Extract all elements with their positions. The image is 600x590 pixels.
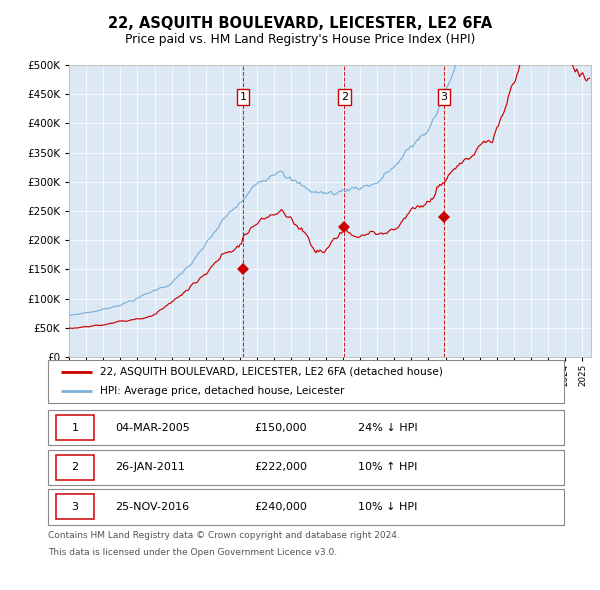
Text: 25-NOV-2016: 25-NOV-2016 <box>115 502 189 512</box>
Text: 10% ↓ HPI: 10% ↓ HPI <box>358 502 417 512</box>
Text: 3: 3 <box>71 502 79 512</box>
Text: 10% ↑ HPI: 10% ↑ HPI <box>358 463 417 472</box>
Text: £222,000: £222,000 <box>254 463 307 472</box>
Text: Price paid vs. HM Land Registry's House Price Index (HPI): Price paid vs. HM Land Registry's House … <box>125 33 475 46</box>
FancyBboxPatch shape <box>48 410 564 445</box>
Text: 22, ASQUITH BOULEVARD, LEICESTER, LE2 6FA (detached house): 22, ASQUITH BOULEVARD, LEICESTER, LE2 6F… <box>100 366 442 376</box>
FancyBboxPatch shape <box>56 455 94 480</box>
Text: £150,000: £150,000 <box>254 423 307 432</box>
Text: 2: 2 <box>71 463 79 472</box>
Text: 1: 1 <box>239 92 247 102</box>
FancyBboxPatch shape <box>56 494 94 519</box>
Text: 24% ↓ HPI: 24% ↓ HPI <box>358 423 417 432</box>
Text: 26-JAN-2011: 26-JAN-2011 <box>115 463 185 472</box>
Text: This data is licensed under the Open Government Licence v3.0.: This data is licensed under the Open Gov… <box>48 548 337 556</box>
Text: HPI: Average price, detached house, Leicester: HPI: Average price, detached house, Leic… <box>100 386 344 396</box>
Text: 04-MAR-2005: 04-MAR-2005 <box>115 423 190 432</box>
Text: £240,000: £240,000 <box>254 502 307 512</box>
Text: 2: 2 <box>341 92 348 102</box>
FancyBboxPatch shape <box>48 360 564 403</box>
Text: 1: 1 <box>71 423 79 432</box>
Text: 3: 3 <box>440 92 448 102</box>
Text: 22, ASQUITH BOULEVARD, LEICESTER, LE2 6FA: 22, ASQUITH BOULEVARD, LEICESTER, LE2 6F… <box>108 16 492 31</box>
FancyBboxPatch shape <box>56 415 94 440</box>
FancyBboxPatch shape <box>48 450 564 485</box>
Text: Contains HM Land Registry data © Crown copyright and database right 2024.: Contains HM Land Registry data © Crown c… <box>48 531 400 540</box>
FancyBboxPatch shape <box>48 489 564 525</box>
